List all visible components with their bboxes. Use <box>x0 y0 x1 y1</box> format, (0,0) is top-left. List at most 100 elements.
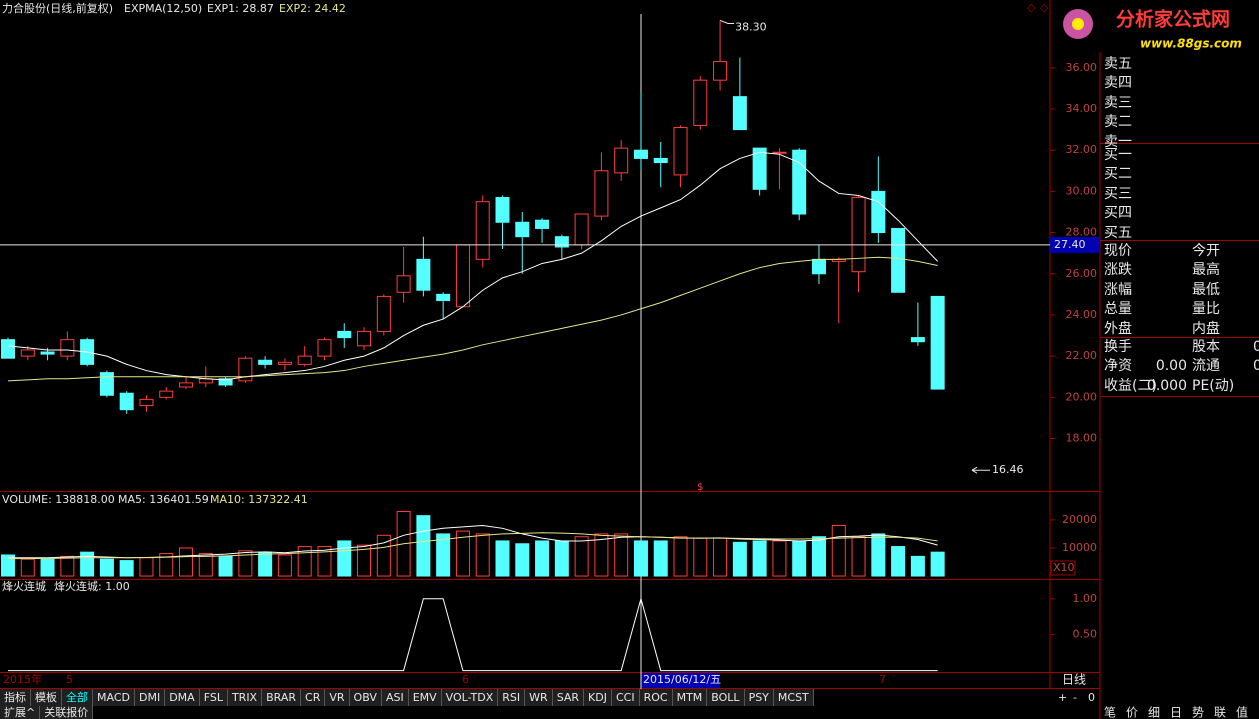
sell-level: 卖四 <box>1104 75 1132 92</box>
indicator-tab[interactable]: MCST <box>773 689 814 706</box>
corner-tab[interactable]: 细 <box>1148 706 1160 719</box>
ma5-label: MA5: 136401.59 <box>118 493 209 506</box>
y-tick-label: 24.00 <box>1066 308 1098 321</box>
indicator-tab[interactable]: MTM <box>672 689 708 706</box>
indicator-tab[interactable]: BOLL <box>707 689 745 706</box>
buy-level: 买三 <box>1104 185 1132 202</box>
volume-bar <box>436 533 451 577</box>
indicator-tab[interactable]: CR <box>301 689 326 706</box>
bottom-tab[interactable]: 扩展^ <box>0 706 41 719</box>
indicator-tab[interactable]: FSL <box>199 689 228 706</box>
candle-body <box>475 201 490 260</box>
indicator-tab[interactable]: ROC <box>639 689 673 706</box>
corner-tab[interactable]: 联 <box>1214 706 1226 719</box>
candle-body <box>713 61 728 81</box>
volume-bar <box>594 533 609 577</box>
indicator-tab[interactable]: DMA <box>165 689 200 706</box>
finance-label: PE(动) <box>1192 377 1235 394</box>
indicator-tab[interactable]: VR <box>325 689 350 706</box>
candle-body <box>910 337 925 343</box>
indicator-tab[interactable]: SAR <box>552 689 585 706</box>
exp2-line <box>7 256 938 382</box>
window-icon[interactable]: ◇ <box>1027 1 1036 14</box>
candle-body <box>1 339 15 359</box>
corner-tab[interactable]: 价 <box>1126 706 1138 719</box>
exp2-label: EXP2: 24.42 <box>279 2 346 15</box>
indicator-tab[interactable]: ASI <box>381 689 409 706</box>
corner-tab[interactable]: 日 <box>1170 706 1182 719</box>
candle-body <box>258 359 273 365</box>
y-tick-label: 28.00 <box>1066 226 1098 239</box>
finance-label: 收益(二) <box>1104 377 1157 394</box>
y-tick-label: 32.00 <box>1066 143 1098 156</box>
indicator-tab[interactable]: RSI <box>498 689 526 706</box>
volume-title: VOLUME: 138818.00 <box>2 493 115 506</box>
indicator-tab[interactable]: CCI <box>611 689 640 706</box>
max-label: 38.30 <box>735 20 767 33</box>
corner-tab[interactable]: 值 <box>1236 705 1248 719</box>
indicator-tab[interactable]: MACD <box>93 689 135 706</box>
candle-body <box>594 170 609 217</box>
indicator-tab[interactable]: OBV <box>349 689 382 706</box>
indicator-tab[interactable]: 全部 <box>62 689 93 706</box>
y-tick-label: 1.00 <box>1073 592 1098 605</box>
ma10-label: MA10: 137322.41 <box>210 493 308 506</box>
bottom-tab[interactable]: 关联报价 <box>40 706 94 719</box>
candle-body <box>238 357 253 382</box>
volume-bar <box>851 536 866 577</box>
stat-label: 现价 <box>1104 243 1132 259</box>
buy-level: 买五 <box>1104 224 1132 241</box>
stat-label: 内盘 <box>1192 320 1220 337</box>
indicator-tab[interactable]: 指标 <box>0 689 31 706</box>
stat-label: 量比 <box>1192 301 1220 318</box>
crosshair-value: 27.40 <box>1054 238 1086 251</box>
logo-url: www.88gs.com <box>1140 37 1242 51</box>
stat-label: 涨跌 <box>1104 262 1132 279</box>
volume-bar <box>119 560 134 577</box>
corner-tab[interactable]: 势 <box>1192 706 1204 719</box>
volume-bar <box>60 555 75 577</box>
candle-body <box>297 355 312 365</box>
indicator-tab[interactable]: WR <box>525 689 553 706</box>
y-tick-label: 0.50 <box>1073 628 1098 641</box>
indicator-tab[interactable]: KDJ <box>584 689 612 706</box>
indicator-tab[interactable]: PSY <box>744 689 774 706</box>
volume-bar <box>218 555 233 577</box>
volume-bar <box>80 551 95 577</box>
stat-label: 涨幅 <box>1104 281 1132 298</box>
candle-body <box>455 244 470 308</box>
window-icon[interactable]: ◇ <box>1040 1 1049 14</box>
period-label[interactable]: 日线 <box>1062 673 1086 687</box>
volume-bar <box>693 537 708 577</box>
volume-bar <box>376 534 391 577</box>
indicator-tab[interactable]: DMI <box>134 689 166 706</box>
stat-label: 最高 <box>1192 262 1220 279</box>
buy-level: 买一 <box>1104 147 1132 163</box>
finance-label: 流通 <box>1192 358 1220 375</box>
finance-label: 股本 <box>1192 339 1220 355</box>
candle-body <box>891 227 906 293</box>
volume-bar <box>179 547 194 577</box>
date-month: 6 <box>462 673 469 686</box>
corner-tab[interactable]: 笔 <box>1104 705 1116 719</box>
zoom-button[interactable]: 0 <box>1088 691 1095 704</box>
volume-bar <box>653 540 668 577</box>
indicator-tab[interactable]: BRAR <box>262 689 302 706</box>
stat-label: 外盘 <box>1104 320 1132 337</box>
volume-bar <box>811 536 826 577</box>
zoom-button[interactable]: - <box>1073 691 1077 704</box>
y-tick-label: 22.00 <box>1066 349 1098 362</box>
finance-value: 0 <box>1253 339 1259 355</box>
indicator-tab[interactable]: VOL-TDX <box>441 689 499 706</box>
indicator-tab[interactable]: EMV <box>408 689 442 706</box>
indicator-tab[interactable]: TRIX <box>227 689 263 706</box>
indicator-tabs: 指标 模板 全部 MACD DMI DMA FSL TRIX BRAR CR VR OBV ASI EMV… <box>0 689 814 706</box>
y-tick-label: 34.00 <box>1066 102 1098 115</box>
stat-label: 今开 <box>1192 243 1220 259</box>
volume-bar <box>910 555 925 577</box>
volume-bar <box>416 515 431 577</box>
indicator-tab[interactable]: 模板 <box>31 689 62 706</box>
volume-bar <box>99 558 114 577</box>
zoom-button[interactable]: + <box>1058 691 1067 704</box>
volume-bar <box>554 540 569 577</box>
